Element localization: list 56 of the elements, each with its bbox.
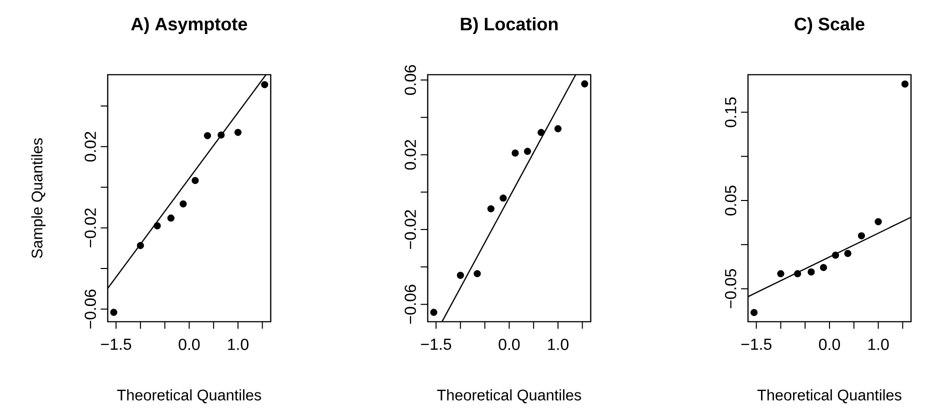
y-tick-label: 0.02 (404, 140, 416, 170)
point (524, 148, 532, 155)
point (234, 128, 242, 136)
chart-title: C) Scale (794, 17, 864, 34)
chart-title: B) Location (460, 17, 558, 34)
point (832, 252, 840, 259)
point (167, 214, 174, 222)
point (261, 81, 268, 88)
point (474, 270, 481, 278)
point (192, 176, 199, 184)
point (554, 125, 562, 132)
x-tick-label: 1.0 (548, 338, 568, 350)
y-tick-label: −0.02 (404, 210, 416, 249)
x-tick-label: 0.0 (498, 338, 520, 350)
point (180, 200, 187, 208)
x-tick-label: 0.0 (819, 338, 840, 350)
point (136, 242, 144, 250)
y-tick-label: −0.06 (84, 290, 96, 329)
point (218, 131, 225, 139)
x-axis-title: Theoretical Quantiles (117, 389, 262, 404)
x-tick-label: 1.0 (868, 338, 889, 350)
point (512, 149, 519, 157)
x-axis-title: Theoretical Quantiles (757, 389, 902, 404)
y-axis-title: Sample Quantiles (31, 138, 46, 258)
point (154, 222, 161, 230)
y-tick-label: 0.15 (724, 97, 736, 128)
point (456, 272, 464, 279)
chart-title: A) Asymptote (131, 17, 248, 34)
point (901, 80, 909, 88)
x-tick-label: 1.0 (228, 338, 248, 350)
point (777, 270, 784, 278)
point (808, 268, 815, 276)
x-axis-title: Theoretical Quantiles (437, 389, 582, 404)
point (820, 264, 828, 272)
point (844, 250, 852, 257)
x-tick-label: −1.5 (421, 338, 452, 350)
x-tick-label: 0.0 (178, 338, 200, 350)
point (581, 80, 588, 88)
y-tick-label: −0.06 (404, 284, 416, 324)
point (750, 308, 758, 316)
point (430, 308, 438, 316)
y-tick-label: −0.02 (84, 208, 96, 248)
point (110, 308, 118, 316)
y-tick-label: 0.06 (404, 65, 416, 95)
x-tick-label: −1.5 (101, 338, 132, 350)
point (794, 270, 802, 278)
x-tick-label: −1.5 (741, 338, 772, 350)
y-tick-label: −0.05 (724, 269, 736, 308)
point (874, 218, 882, 226)
point (487, 205, 494, 212)
y-tick-label: 0.02 (84, 132, 96, 162)
point (500, 194, 507, 202)
point (204, 132, 212, 140)
y-tick-label: 0.05 (724, 186, 736, 216)
point (858, 232, 866, 240)
point (538, 128, 545, 136)
